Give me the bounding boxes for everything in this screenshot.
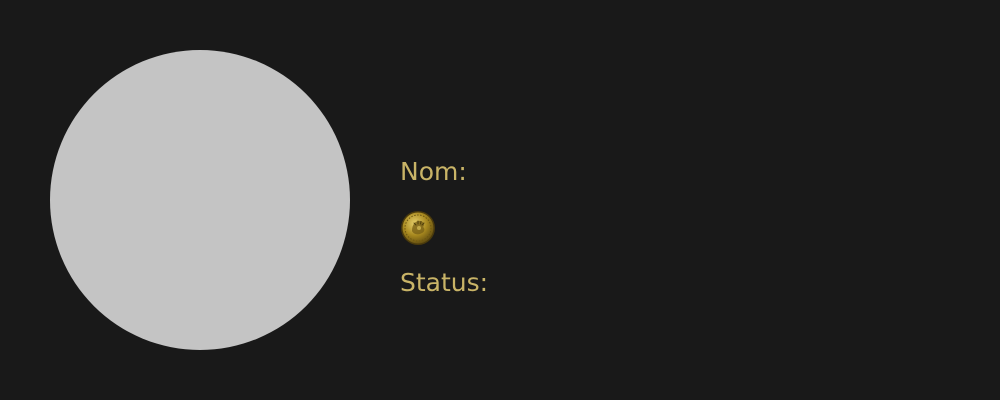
currency-row xyxy=(400,210,960,246)
profile-info: Nom: xyxy=(400,155,960,300)
avatar xyxy=(50,50,350,350)
status-label: Status: xyxy=(400,268,489,297)
name-label: Nom: xyxy=(400,157,467,186)
gold-coin-icon xyxy=(400,210,960,246)
